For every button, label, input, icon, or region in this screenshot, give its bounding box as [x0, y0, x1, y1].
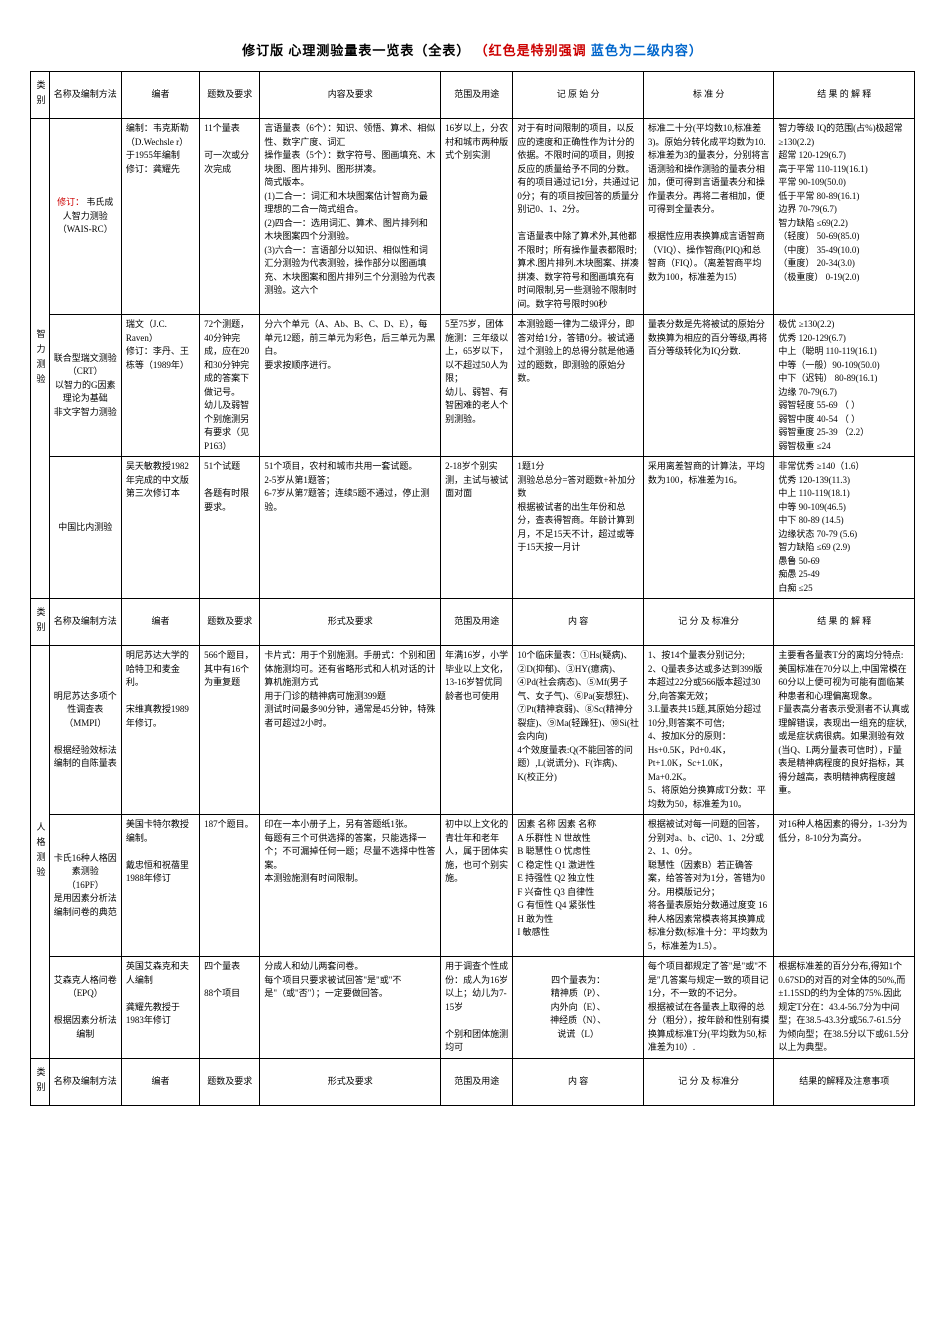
- binet-range: 2-18岁个别实测，主试与被试面对面: [441, 457, 513, 599]
- header-row-1: 类别 名称及编制方法 编者 题数及要求 内容及要求 范围及用途 记 原 始 分 …: [31, 72, 915, 119]
- hdr3-content: 形式及要求: [260, 1058, 441, 1105]
- row-raven: 联合型瑞文测验（CRT）以智力的G因素理论为基础非文字智力测验 瑞文（J.C. …: [31, 315, 915, 457]
- raven-range: 5至75岁，团体施测：三年级以上，65岁以下，以不超过50人为限；幼儿、弱智、有…: [441, 315, 513, 457]
- pf-name: 卡氏16种人格因素测验（16PF）是用因素分析法编制问卷的典范: [49, 815, 121, 957]
- raven-name: 联合型瑞文测验（CRT）以智力的G因素理论为基础非文字智力测验: [49, 315, 121, 457]
- wais-std: 标准二十分(平均数10,标准差3)。原始分转化成平均数为10.标准差为3的量表分…: [643, 119, 774, 315]
- row-epq: 艾森克人格问卷（EPQ）根据因素分析法编制 英国艾森克和夫人编制龚耀先教授于19…: [31, 957, 915, 1059]
- header-row-3: 类别 名称及编制方法 编者 题数及要求 形式及要求 范围及用途 内 容 记 分 …: [31, 1058, 915, 1105]
- binet-raw: 1题1分测验总总分=答对题数+补加分数根据被试者的出生年份和总分，查表得智商。年…: [513, 457, 644, 599]
- pf-score: 根据被试对每一问题的回答，分别对a、b、c记0、1、2分或2、1、0分。聪慧性（…: [643, 815, 774, 957]
- binet-std: 采用离差智商的计算法，平均数为100，标准差为16。: [643, 457, 774, 599]
- hdr2-interp: 结 果 的 解 释: [774, 599, 915, 646]
- header-row-2: 类别 名称及编制方法 编者 题数及要求 形式及要求 范围及用途 内 容 记 分 …: [31, 599, 915, 646]
- epq-score: 每个项目都规定了答"是"或"不是"几答案与规定一致的项目记1分，不一致的不记分。…: [643, 957, 774, 1059]
- wais-range: 16岁以上，分农村和城市两种版式个别实测: [441, 119, 513, 315]
- hdr2-items: 题数及要求: [200, 599, 260, 646]
- raven-std: 量表分数是先将被试的原始分数换算为相应的百分等级,再将百分等级转化为IQ分数.: [643, 315, 774, 457]
- title-main: 修订版 心理测验量表一览表（全表）: [242, 43, 470, 58]
- row-binet: 中国比内测验 吴天敏教授1982年完成的中文版第三次修订本 51个试题各题有时限…: [31, 457, 915, 599]
- binet-name: 中国比内测验: [49, 457, 121, 599]
- mmpi-score: 1、按14个量表分别记分;2、Q量表多达或多达到399版本超过22分或566版本…: [643, 646, 774, 815]
- wais-editor: 编制：韦克斯勒（D.Wechsle r）于1955年编制修订：龚耀先: [121, 119, 199, 315]
- binet-items: 51个试题各题有时限要求。: [200, 457, 260, 599]
- mmpi-scales: 10个临床量表：①Hs(疑病)、②D(抑郁)、③HY(癔病)、④Pd(社会病态)…: [513, 646, 644, 815]
- row-16pf: 卡氏16种人格因素测验（16PF）是用因素分析法编制问卷的典范 美国卡特尔教授编…: [31, 815, 915, 957]
- hdr2-content: 形式及要求: [260, 599, 441, 646]
- cat-person: 人格测验: [31, 646, 50, 1059]
- pf-range: 初中以上文化的青壮年和老年人，属于团体实施，也可个别实施。: [441, 815, 513, 957]
- epq-scales: 四个量表为：精神质（P）、内外向（E）、神经质（N）、说谎（L）: [513, 957, 644, 1059]
- hdr2-cat: 类别: [31, 599, 50, 646]
- epq-items: 四个量表88个项目: [200, 957, 260, 1059]
- epq-content: 分成人和幼儿两套问卷。每个项目只要求被试回答"是"或"不是"（或"否"）；一定要…: [260, 957, 441, 1059]
- wais-name: 修订： 韦氏成人智力测验（WAIS-RC）: [49, 119, 121, 315]
- hdr2-name: 名称及编制方法: [49, 599, 121, 646]
- epq-range: 用于调查个性成份：成人为16岁以上；幼儿为7-15岁个别和团体施测均可: [441, 957, 513, 1059]
- mmpi-interp: 主要看各量表T分的离均分特点:美国标准在70分以上,中国常模在60分以上便可视为…: [774, 646, 915, 815]
- epq-interp: 根据标准差的百分分布,得知1个0.67SD的对百的对全体的50%,而±1.15S…: [774, 957, 915, 1059]
- title-note-blue: 蓝色为二级内容）: [591, 43, 703, 58]
- hdr-interp: 结 果 的 解 释: [774, 72, 915, 119]
- epq-editor: 英国艾森克和夫人编制龚耀先教授于1983年修订: [121, 957, 199, 1059]
- hdr2-inner-content: 内 容: [513, 599, 644, 646]
- raven-interp: 极优 ≥130(2.2)优秀 120-129(6.7)中上（聪明 110-119…: [774, 315, 915, 457]
- hdr3-score: 记 分 及 标准分: [643, 1058, 774, 1105]
- hdr2-score: 记 分 及 标准分: [643, 599, 774, 646]
- hdr-items: 题数及要求: [200, 72, 260, 119]
- raven-editor: 瑞文（J.C. Raven）修订：李丹、王栋等（1989年）: [121, 315, 199, 457]
- hdr3-range: 范围及用途: [441, 1058, 513, 1105]
- row-mmpi: 人格测验 明尼苏达多项个性调查表（MMPI）根据经验效标法编制的自陈量表 明尼苏…: [31, 646, 915, 815]
- mmpi-range: 年满16岁，小学毕业以上文化，13-16岁智优同龄者也可使用: [441, 646, 513, 815]
- raven-raw: 本测验题一律为二级评分，即答对给1分，答错0分。被试通过个测验上的总得分就是他通…: [513, 315, 644, 457]
- hdr3-items: 题数及要求: [200, 1058, 260, 1105]
- hdr-content: 内容及要求: [260, 72, 441, 119]
- hdr3-inner-content: 内 容: [513, 1058, 644, 1105]
- cat-intel: 智力测验: [31, 119, 50, 599]
- wais-interp: 智力等级 IQ的范围(占%)极超常 ≥130(2.2)超常 120-129(6.…: [774, 119, 915, 315]
- hdr3-interp: 结果的解释及注意事项: [774, 1058, 915, 1105]
- hdr-name: 名称及编制方法: [49, 72, 121, 119]
- hdr-raw: 记 原 始 分: [513, 72, 644, 119]
- pf-interp: 对16种人格因素的得分，1-3分为低分，8-10分为高分。: [774, 815, 915, 957]
- hdr-range: 范围及用途: [441, 72, 513, 119]
- binet-content: 51个项目，农村和城市共用一套试题。2-5岁从第1题答；6-7岁从第7题答；连续…: [260, 457, 441, 599]
- pf-items: 187个题目。: [200, 815, 260, 957]
- raven-std-text: 量表分数是先将被试的原始分数换算为相应的百分等级,再将百分等级转化为IQ分数.: [648, 319, 767, 356]
- hdr3-cat: 类别: [31, 1058, 50, 1105]
- hdr2-range: 范围及用途: [441, 599, 513, 646]
- raven-items: 72个测题，40分钟完成，应在20和30分钟完成的答案下做记号。幼儿及弱智个别施…: [200, 315, 260, 457]
- scale-table: 类别 名称及编制方法 编者 题数及要求 内容及要求 范围及用途 记 原 始 分 …: [30, 71, 915, 1106]
- hdr-cat: 类别: [31, 72, 50, 119]
- page-title: 修订版 心理测验量表一览表（全表） （红色是特别强调 蓝色为二级内容）: [30, 40, 915, 59]
- mmpi-name: 明尼苏达多项个性调查表（MMPI）根据经验效标法编制的自陈量表: [49, 646, 121, 815]
- wais-content: 言语量表（6个）：知识、领悟、算术、相似性、数字广度、词汇操作量表（5个）：数字…: [260, 119, 441, 315]
- wais-raw: 对于有时间限制的项目，以反应的速度和正确性作为计分的依据。不限时间的项目，则按反…: [513, 119, 644, 315]
- mmpi-content: 卡片式：用于个别施测。手册式：个别和团体施测均可。还有省略形式和人机对话的计算机…: [260, 646, 441, 815]
- hdr2-editor: 编者: [121, 599, 199, 646]
- title-note-red: （红色是特别强调: [475, 43, 587, 58]
- mmpi-items: 566个题目，其中有16个为重复题: [200, 646, 260, 815]
- hdr3-editor: 编者: [121, 1058, 199, 1105]
- hdr-editor: 编者: [121, 72, 199, 119]
- hdr3-name: 名称及编制方法: [49, 1058, 121, 1105]
- pf-content: 印在一本小册子上，另有答题纸1张。每题有三个可供选择的答案，只能选择一个；不可漏…: [260, 815, 441, 957]
- wais-items: 11个量表可一次或分次完成: [200, 119, 260, 315]
- binet-editor: 吴天敏教授1982年完成的中文版第三次修订本: [121, 457, 199, 599]
- hdr-std: 标 准 分: [643, 72, 774, 119]
- mmpi-editor: 明尼苏达大学的哈特卫和麦金利。宋维真教授1989年修订。: [121, 646, 199, 815]
- binet-interp: 非常优秀 ≥140（1.6）优秀 120-139(11.3)中上 110-119…: [774, 457, 915, 599]
- row-wais: 智力测验 修订： 韦氏成人智力测验（WAIS-RC） 编制：韦克斯勒（D.Wec…: [31, 119, 915, 315]
- pf-editor: 美国卡特尔教授编制。戴忠恒和祝蓓里1988年修订: [121, 815, 199, 957]
- wais-revise-note: 修订：: [57, 197, 84, 207]
- raven-content: 分六个单元（A、Ab、B、C、D、E），每单元12题，前三单元为彩色，后三单元为…: [260, 315, 441, 457]
- pf-factors: 因素 名称 因素 名称A 乐群性 N 世故性B 聪慧性 O 忧虑性C 稳定性 Q…: [513, 815, 644, 957]
- epq-name: 艾森克人格问卷（EPQ）根据因素分析法编制: [49, 957, 121, 1059]
